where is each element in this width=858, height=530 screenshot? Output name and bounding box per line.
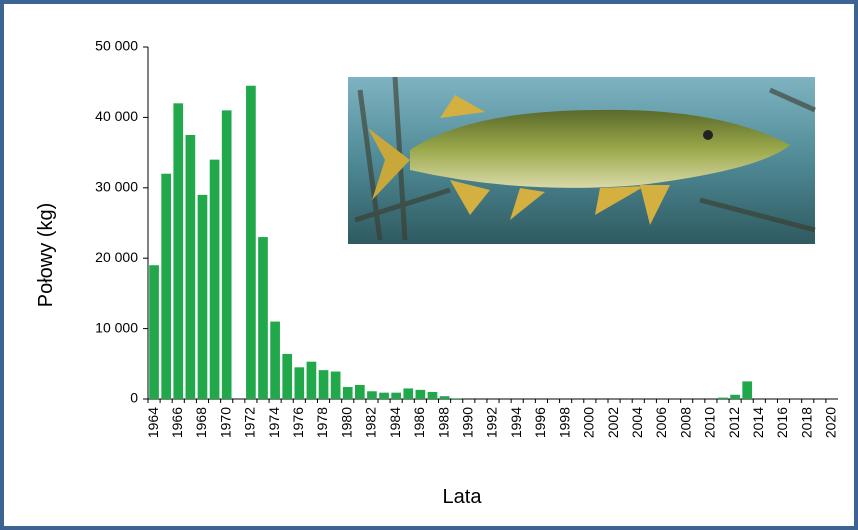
bar [367, 391, 377, 399]
bar [718, 397, 728, 399]
x-tick-label: 1970 [217, 407, 233, 438]
x-tick-label: 2004 [629, 407, 645, 438]
x-tick-label: 2014 [750, 407, 766, 438]
bar [282, 353, 293, 399]
x-tick-label: 1990 [459, 407, 475, 438]
bar [149, 265, 159, 399]
x-tick-label: 1994 [508, 407, 524, 438]
x-tick-label: 1964 [145, 407, 161, 438]
x-tick-label: 1986 [411, 407, 427, 438]
x-tick-label: 1968 [193, 407, 209, 438]
x-tick-label: 2018 [798, 407, 814, 438]
y-tick-label: 30 000 [95, 179, 138, 195]
x-tick-label: 2020 [823, 407, 839, 438]
bar [439, 396, 450, 399]
bar [318, 370, 329, 399]
x-tick-label: 2012 [726, 407, 742, 438]
bar [221, 110, 232, 400]
bar [342, 387, 353, 399]
bar [427, 391, 438, 399]
x-tick-label: 1978 [314, 407, 330, 438]
y-tick-label: 50 000 [95, 38, 138, 54]
x-tick-label: 2008 [677, 407, 693, 438]
x-tick-label: 1996 [532, 407, 548, 438]
bar [161, 173, 171, 399]
bar [391, 392, 401, 399]
bar [173, 103, 184, 399]
y-axis-title: Połowy (kg) [35, 203, 57, 307]
y-tick-label: 0 [130, 390, 138, 406]
bar [403, 388, 414, 399]
y-tick-label: 10 000 [95, 319, 138, 335]
x-tick-label: 1984 [387, 407, 403, 438]
bar [246, 85, 256, 399]
bar [306, 361, 317, 399]
bar [355, 384, 365, 399]
photo [348, 76, 817, 244]
x-tick-label: 1966 [169, 407, 185, 438]
x-tick-label: 1974 [266, 407, 282, 438]
x-tick-label: 2006 [653, 407, 669, 438]
bar [742, 381, 753, 399]
x-tick-label: 1992 [484, 407, 500, 438]
x-tick-label: 1976 [290, 407, 306, 438]
bar [730, 394, 740, 399]
bar [330, 371, 341, 399]
x-tick-label: 2010 [702, 407, 718, 438]
x-tick-label: 2000 [581, 407, 597, 438]
x-tick-label: 1972 [242, 407, 258, 438]
bar [209, 159, 220, 399]
x-tick-label: 2016 [774, 407, 790, 438]
x-tick-label: 2002 [605, 407, 621, 438]
bar [379, 392, 389, 399]
bar [197, 194, 208, 399]
bar [294, 367, 305, 399]
bar [185, 135, 196, 399]
bar [270, 321, 280, 399]
x-tick-label: 1998 [556, 407, 572, 438]
y-tick-label: 20 000 [95, 249, 138, 265]
bar [258, 237, 268, 399]
x-tick-label: 1980 [338, 407, 354, 438]
x-tick-label: 1982 [363, 407, 379, 438]
x-tick-label: 1988 [435, 407, 451, 438]
bar [415, 389, 426, 399]
x-axis-title: Lata [443, 486, 483, 508]
bar [451, 398, 462, 399]
y-tick-label: 40 000 [95, 108, 138, 124]
